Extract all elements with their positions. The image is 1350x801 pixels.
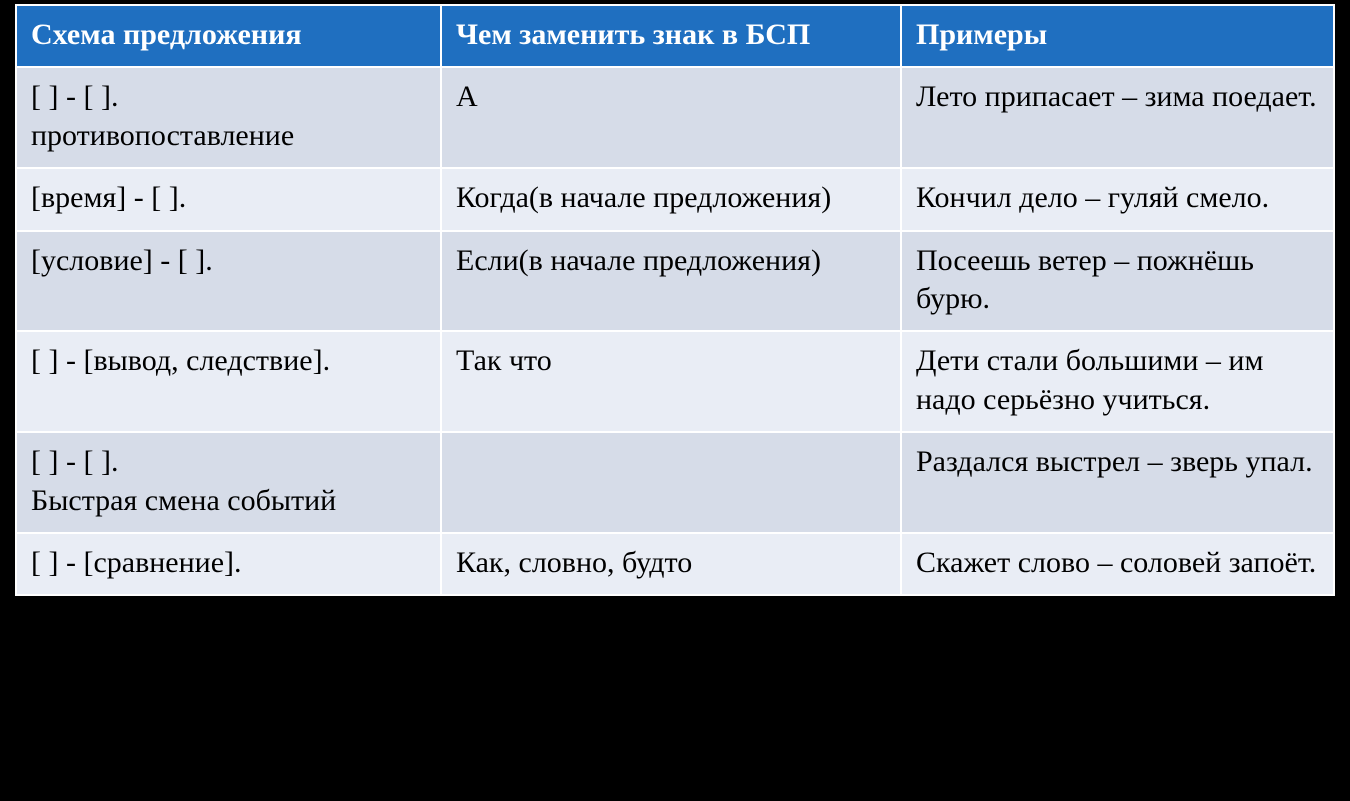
bsp-table: Схема предложения Чем заменить знак в БС… — [15, 4, 1335, 596]
cell-schema: [ ] - [сравнение]. — [16, 533, 441, 595]
table-row: [время] - [ ]. Когда(в начале предложени… — [16, 168, 1334, 230]
cell-replace: Как, словно, будто — [441, 533, 901, 595]
cell-schema: [условие] - [ ]. — [16, 231, 441, 332]
col-header-example: Примеры — [901, 5, 1334, 67]
page: Схема предложения Чем заменить знак в БС… — [0, 0, 1350, 801]
cell-example: Посеешь ветер – пожнёшь бурю. — [901, 231, 1334, 332]
cell-replace: А — [441, 67, 901, 168]
cell-schema: [ ] - [ ]. Быстрая смена событий — [16, 432, 441, 533]
table-row: [ ] - [ ]. Быстрая смена событий Раздалс… — [16, 432, 1334, 533]
cell-schema: [ ] - [ ]. противопоставление — [16, 67, 441, 168]
cell-example: Кончил дело – гуляй смело. — [901, 168, 1334, 230]
table-row: [ ] - [сравнение]. Как, словно, будто Ск… — [16, 533, 1334, 595]
cell-schema: [время] - [ ]. — [16, 168, 441, 230]
cell-example: Раздался выстрел – зверь упал. — [901, 432, 1334, 533]
col-header-schema: Схема предложения — [16, 5, 441, 67]
table-row: [ ] - [ ]. противопоставление А Лето при… — [16, 67, 1334, 168]
cell-replace: Если(в начале предложения) — [441, 231, 901, 332]
cell-example: Дети стали большими – им надо серьёзно у… — [901, 331, 1334, 432]
cell-schema: [ ] - [вывод, следствие]. — [16, 331, 441, 432]
cell-replace: Когда(в начале предложения) — [441, 168, 901, 230]
table-row: [условие] - [ ]. Если(в начале предложен… — [16, 231, 1334, 332]
cell-replace — [441, 432, 901, 533]
table-header-row: Схема предложения Чем заменить знак в БС… — [16, 5, 1334, 67]
col-header-replace: Чем заменить знак в БСП — [441, 5, 901, 67]
cell-example: Скажет слово – соловей запоёт. — [901, 533, 1334, 595]
table-row: [ ] - [вывод, следствие]. Так что Дети с… — [16, 331, 1334, 432]
cell-replace: Так что — [441, 331, 901, 432]
table-body: [ ] - [ ]. противопоставление А Лето при… — [16, 67, 1334, 595]
cell-example: Лето припасает – зима поедает. — [901, 67, 1334, 168]
